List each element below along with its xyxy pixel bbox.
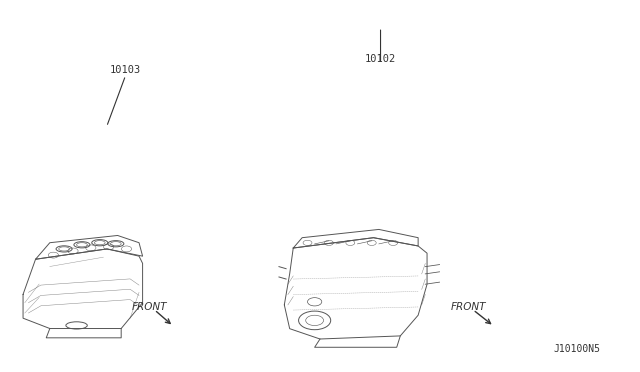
Text: 10103: 10103 <box>110 65 141 75</box>
Text: 10102: 10102 <box>365 54 396 64</box>
Text: FRONT: FRONT <box>132 302 168 312</box>
Text: J10100N5: J10100N5 <box>554 344 600 354</box>
Text: FRONT: FRONT <box>451 302 486 312</box>
